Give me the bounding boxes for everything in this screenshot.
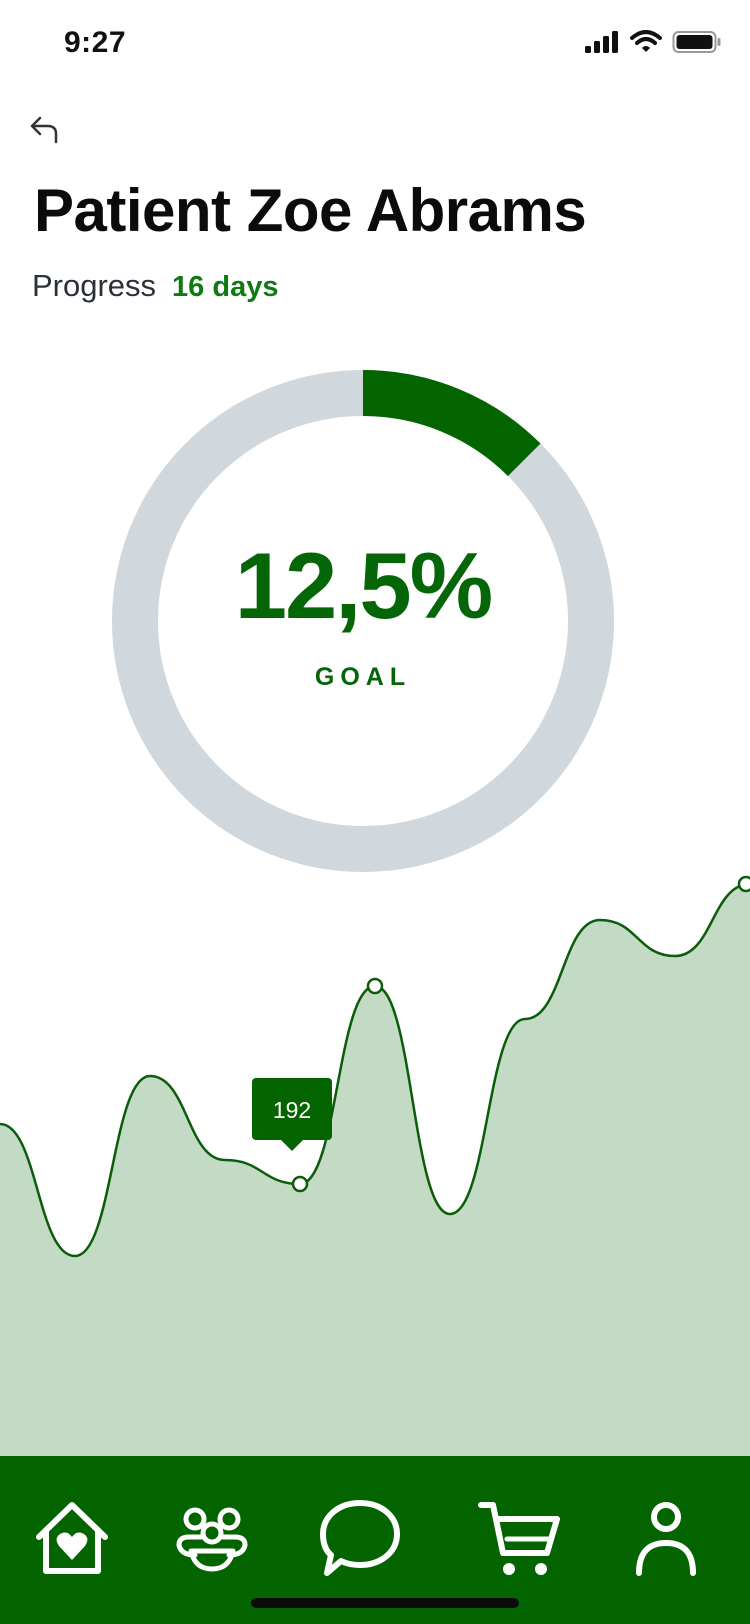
goal-percent: 12,5% xyxy=(234,532,494,638)
progress-label: Progress xyxy=(32,268,157,303)
nav-community[interactable] xyxy=(166,1492,258,1584)
status-icons xyxy=(584,30,722,54)
chart-point[interactable] xyxy=(291,1175,309,1193)
back-button[interactable] xyxy=(28,112,64,148)
goal-progress-ring: 12,5% GOAL xyxy=(111,369,615,873)
goal-label: GOAL xyxy=(314,662,412,691)
ring-progress-arc xyxy=(112,370,614,872)
chart-area-fill xyxy=(0,884,750,1460)
ring-center: 12,5% GOAL xyxy=(111,369,615,873)
status-time: 9:27 xyxy=(64,26,127,59)
progress-area-chart: 192 xyxy=(0,875,750,1460)
cart-icon xyxy=(478,1502,560,1575)
profile-icon xyxy=(636,1502,696,1576)
home-heart-icon xyxy=(36,1502,108,1574)
chart-tooltip: 192 xyxy=(252,1078,332,1151)
tooltip-value: 192 xyxy=(273,1097,311,1123)
nav-home[interactable] xyxy=(26,1492,118,1584)
page-title: Patient Zoe Abrams xyxy=(34,177,587,244)
tooltip-box xyxy=(252,1078,332,1140)
cellular-signal-icon xyxy=(585,31,618,53)
progress-days: 16 days xyxy=(172,271,279,303)
chat-icon xyxy=(320,1500,400,1576)
tooltip-tail xyxy=(281,1140,303,1151)
community-icon xyxy=(176,1507,248,1572)
wifi-icon xyxy=(630,30,662,52)
bottom-nav xyxy=(0,1456,750,1624)
back-arrow-icon xyxy=(30,116,58,144)
nav-profile[interactable] xyxy=(620,1492,712,1584)
status-bar: 9:27 xyxy=(0,0,750,90)
chart-point[interactable] xyxy=(737,875,750,893)
home-indicator xyxy=(251,1598,519,1608)
nav-chat[interactable] xyxy=(314,1492,406,1584)
chart-point[interactable] xyxy=(366,977,384,995)
nav-cart[interactable] xyxy=(474,1492,566,1584)
progress-row: Progress 16 days xyxy=(32,268,278,304)
battery-icon xyxy=(672,31,721,53)
